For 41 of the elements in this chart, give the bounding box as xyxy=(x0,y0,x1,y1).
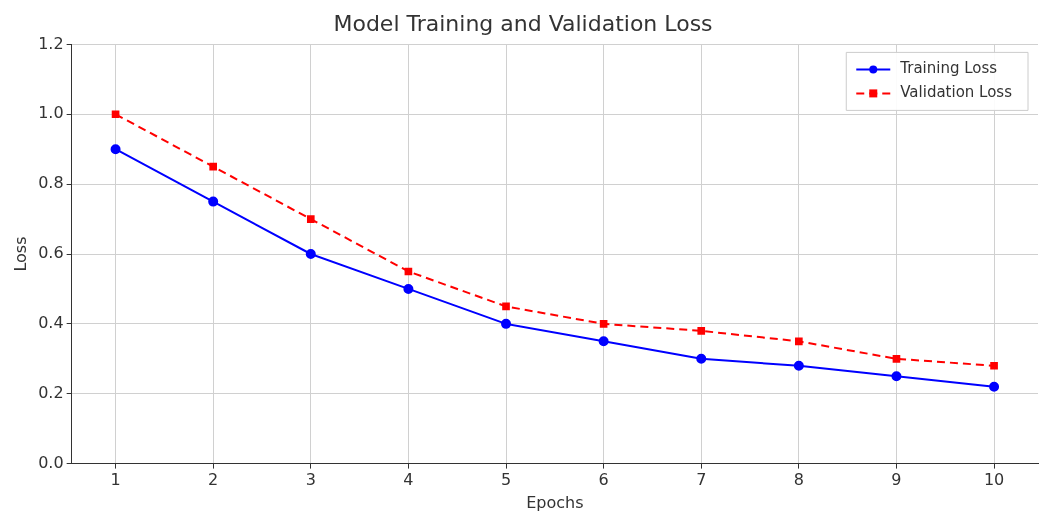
point xyxy=(306,215,315,223)
x-tick-label: 8 xyxy=(793,470,804,490)
point xyxy=(208,196,219,207)
legend-label: Validation Loss xyxy=(900,83,1013,102)
y-tick-label: 1.2 xyxy=(38,33,64,53)
point xyxy=(990,361,998,370)
x-tick-label: 10 xyxy=(983,470,1005,490)
y-tick-label: 0.2 xyxy=(38,382,64,402)
x-tick-label: 3 xyxy=(305,470,316,490)
point xyxy=(599,320,608,328)
point xyxy=(696,353,707,364)
point xyxy=(111,110,120,119)
point xyxy=(598,336,609,347)
x-axis-title: Epochs xyxy=(526,492,584,512)
point xyxy=(697,327,706,335)
y-tick-label: 0.6 xyxy=(38,243,64,263)
point xyxy=(892,354,901,363)
x-tick-label: 4 xyxy=(403,470,414,490)
x-tick-label: 9 xyxy=(891,470,902,490)
point xyxy=(989,381,1000,392)
point xyxy=(209,162,218,171)
x-tick-label: 5 xyxy=(500,470,512,490)
point xyxy=(502,302,510,311)
x-tick-label: 7 xyxy=(696,470,707,490)
y-tick-label: 0.4 xyxy=(38,313,64,333)
x-tick-label: 2 xyxy=(208,470,219,490)
point xyxy=(305,249,316,259)
point xyxy=(110,144,121,155)
point xyxy=(795,337,803,346)
point xyxy=(501,318,512,329)
chart-title: Model Training and Validation Loss xyxy=(333,10,713,36)
point xyxy=(793,360,804,371)
y-tick-label: 1.0 xyxy=(38,103,64,123)
y-tick-label: 0.0 xyxy=(38,452,64,472)
point xyxy=(891,371,902,382)
y-tick-label: 0.8 xyxy=(38,173,64,193)
legend-label: Training Loss xyxy=(899,59,998,78)
y-axis-title: Loss xyxy=(10,236,30,272)
x-tick-label: 1 xyxy=(110,470,121,490)
x-tick-label: 6 xyxy=(598,470,609,490)
point xyxy=(403,283,414,294)
